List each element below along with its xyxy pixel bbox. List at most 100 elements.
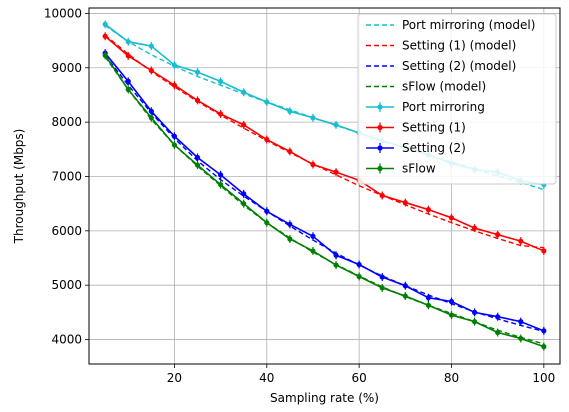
legend-label: Port mirroring [402,100,485,114]
data-point [241,89,247,95]
data-point [541,328,547,334]
x-tick-label: 40 [259,371,274,385]
legend-swatch-marker [377,145,383,151]
legend-box [357,13,557,185]
data-point [171,82,178,88]
data-point [148,108,154,114]
data-point [241,201,247,207]
x-tick-label: 60 [351,371,366,385]
data-point [264,208,270,214]
legend-swatch-marker [377,104,383,110]
series-line-setting-2-model [104,54,545,333]
data-point [125,39,131,45]
data-point [425,207,431,213]
data-point [125,78,131,84]
y-axis-label: Throughput (Mbps) [12,129,26,245]
legend-label: sFlow (model) [402,80,486,94]
legend-label: sFlow [402,162,436,176]
series-line-setting-1 [104,35,545,252]
legend-label: Setting (2) (model) [402,59,516,73]
data-point [287,236,293,242]
data-point [379,285,385,291]
data-point [333,262,339,268]
data-point [310,248,316,254]
data-point [218,182,224,188]
x-axis-label: Sampling rate (%) [270,391,379,405]
x-tick-label: 100 [532,371,555,385]
data-point [241,191,247,197]
y-tick-label: 9000 [51,61,82,75]
x-tick-label: 80 [444,371,459,385]
legend-swatch-marker [377,124,383,131]
data-point [471,225,478,231]
data-point [379,192,385,199]
data-point [541,344,547,350]
data-point [425,302,431,308]
data-point [518,335,524,342]
data-point [310,233,316,239]
y-tick-label: 5000 [51,278,82,292]
y-tick-label: 8000 [51,115,82,129]
plot-lines [102,20,547,351]
data-point [241,122,247,128]
data-point [356,261,362,268]
series-line-setting-1-model [104,34,544,249]
data-point [495,329,501,336]
data-point [102,33,108,39]
data-point [518,319,524,325]
axes-frame [88,7,561,365]
data-point [448,312,455,318]
data-point [264,136,270,143]
legend-label: Setting (1) [402,121,466,135]
data-point [264,220,270,226]
data-point [310,161,316,168]
data-point [102,52,108,58]
data-point [148,115,154,121]
data-point [218,172,224,178]
axis-ticks: 20 40 60 80 100 4000 5000 6000 7000 8000 9000 10000 [44,6,555,385]
data-point [379,274,385,280]
data-point [448,215,455,221]
data-point [264,99,270,105]
data-point [333,169,339,175]
data-point [287,148,293,155]
data-point [218,111,224,117]
data-point [171,142,178,148]
data-point [471,319,478,325]
data-point [333,122,339,128]
data-point [194,162,201,168]
x-tick-label: 20 [167,371,182,385]
data-point [402,283,408,289]
data-point [356,273,362,280]
data-point [495,232,501,238]
data-point [402,293,408,299]
data-point [148,67,154,74]
data-point [448,298,455,305]
legend: Port mirroring (model) Setting (1) (model… [357,13,557,185]
data-point [471,309,478,315]
y-tick-label: 10000 [44,6,82,20]
y-tick-label: 6000 [51,224,82,238]
data-point [518,238,524,244]
y-tick-label: 4000 [51,333,82,347]
data-point [495,314,501,320]
legend-label: Setting (1) (model) [402,39,516,53]
data-point [171,133,178,139]
data-point [333,252,339,258]
data-point [310,115,316,121]
data-point [171,62,178,68]
series-line-setting-2 [104,52,545,332]
data-point [194,97,201,103]
data-point [425,295,431,301]
data-point [125,86,131,93]
data-point [287,221,293,227]
y-tick-label: 7000 [51,169,82,183]
series-line-sflow [104,54,545,348]
legend-label: Setting (2) [402,141,466,155]
data-point [402,199,408,206]
data-point [125,53,131,59]
data-point [148,43,154,49]
data-point [218,78,224,84]
data-point [194,69,201,75]
